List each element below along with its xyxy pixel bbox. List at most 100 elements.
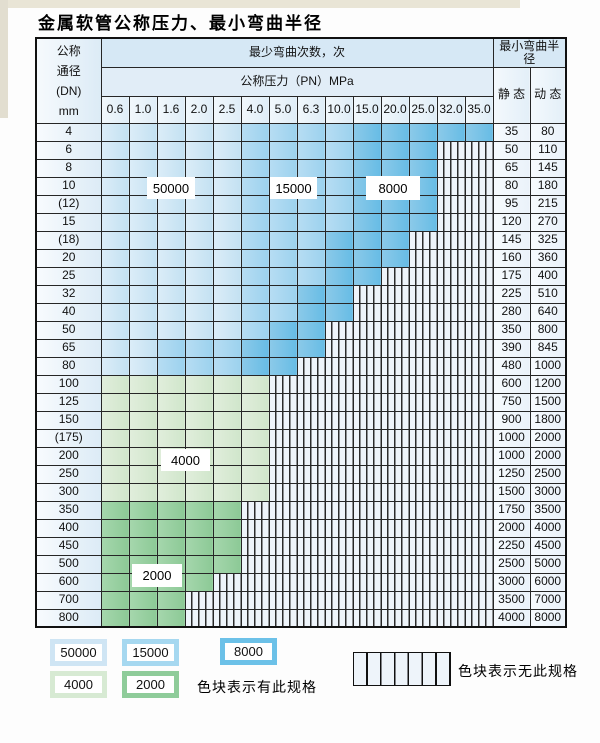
pressure-column-header: 2.0: [184, 95, 214, 124]
spec-cell-unavailable: [436, 518, 466, 538]
spec-cell-unavailable: [296, 536, 326, 556]
header-row-3: 0.6 1.0 1.6 2.0 2.5 4.0 5.0 6.3 10.0 15.0 20.0 25.0…: [36, 95, 566, 124]
spec-cell-unavailable: [268, 446, 298, 466]
spec-cell: [296, 122, 326, 142]
spec-cell: [212, 158, 242, 178]
spec-cell-unavailable: [240, 536, 270, 556]
spec-cell: [212, 302, 242, 322]
spec-cell: [100, 536, 130, 556]
spec-cell: [100, 122, 130, 142]
pressure-column-header: 1.6: [156, 95, 186, 124]
spec-cell: [240, 428, 270, 448]
spec-cell: [268, 284, 298, 304]
cycle-count-label: 8000: [366, 176, 420, 200]
spec-cell: [212, 194, 242, 214]
dn-label: 100: [35, 374, 102, 394]
spec-cell-unavailable: [464, 518, 494, 538]
dn-label: 6: [35, 140, 102, 160]
static-radius-value: 280: [492, 302, 531, 322]
spec-cell-unavailable: [352, 536, 382, 556]
static-radius-value: 390: [492, 338, 531, 358]
static-radius-value: 1500: [492, 482, 531, 502]
spec-cell-unavailable: [464, 554, 494, 574]
spec-cell-unavailable: [380, 446, 410, 466]
pressure-column-header: 0.6: [100, 95, 130, 124]
spec-cell-unavailable: [464, 320, 494, 340]
corner-line: 通径: [56, 63, 81, 78]
dn-label: 10: [35, 176, 102, 196]
spec-cell-unavailable: [436, 176, 466, 196]
spec-cell: [296, 158, 326, 178]
spec-cell-unavailable: [408, 572, 438, 592]
legend-available-text: 色块表示有此规格: [197, 679, 317, 695]
legend-swatch: 50000: [50, 639, 107, 666]
spec-cell: [100, 194, 130, 214]
pressure-column-header: 5.0: [268, 95, 298, 124]
spec-cell-unavailable: [436, 356, 466, 376]
table-row: 700 3500 7000: [35, 590, 567, 610]
spec-cell: [128, 590, 158, 610]
spec-cell: [324, 140, 354, 160]
spec-cell: [212, 320, 242, 340]
spec-cell: [352, 266, 382, 286]
bend-radius-header: 最小弯曲半径: [492, 37, 567, 68]
static-header: 静 态: [492, 66, 531, 124]
spec-cell-unavailable: [324, 446, 354, 466]
pressure-column-header: 6.3: [296, 95, 326, 124]
spec-cell: [212, 230, 242, 250]
spec-cell: [240, 410, 270, 430]
spec-cell: [184, 338, 214, 358]
spec-cell: [240, 194, 270, 214]
spec-cell-unavailable: [240, 572, 270, 592]
spec-cell: [240, 356, 270, 376]
dn-label: 250: [35, 464, 102, 484]
table-row: 40 280 640: [35, 302, 567, 322]
spec-cell: [324, 176, 354, 196]
spec-cell: [184, 284, 214, 304]
spec-cell: [296, 320, 326, 340]
spec-cell: [240, 266, 270, 286]
spec-cell: [324, 302, 354, 322]
dynamic-radius-value: 510: [529, 284, 567, 304]
spec-cell: [212, 266, 242, 286]
spec-cell: [128, 140, 158, 160]
spec-cell: [296, 140, 326, 160]
spec-cell: [240, 230, 270, 250]
spec-cell-unavailable: [296, 500, 326, 520]
spec-cell-unavailable: [436, 302, 466, 322]
spec-cell: [128, 302, 158, 322]
spec-cell-unavailable: [464, 230, 494, 250]
dn-label: (18): [35, 230, 102, 250]
spec-cell: [240, 302, 270, 322]
legend-swatch-label: 15000: [127, 644, 174, 661]
static-radius-value: 2250: [492, 536, 531, 556]
spec-cell: [100, 176, 130, 196]
spec-cell-unavailable: [352, 356, 382, 376]
dn-label: 500: [35, 554, 102, 574]
spec-cell-unavailable: [352, 590, 382, 610]
spec-cell-unavailable: [268, 590, 298, 610]
spec-cell: [380, 230, 410, 250]
spec-cell: [156, 194, 186, 214]
legend-swatch-label: 50000: [55, 644, 102, 661]
spec-cell-unavailable: [268, 500, 298, 520]
spec-cell: [324, 248, 354, 268]
static-radius-value: 1000: [492, 428, 531, 448]
spec-cell: [156, 284, 186, 304]
dynamic-radius-value: 3500: [529, 500, 567, 520]
spec-cell: [128, 356, 158, 376]
dynamic-radius-value: 360: [529, 248, 567, 268]
cycle-count-label: 2000: [132, 564, 182, 587]
spec-cell: [352, 140, 382, 160]
spec-cell: [184, 554, 214, 574]
spec-cell-unavailable: [436, 392, 466, 412]
page-title: 金属软管公称压力、最小弯曲半径: [38, 14, 323, 34]
spec-cell: [128, 320, 158, 340]
spec-cell-unavailable: [464, 176, 494, 196]
spec-cell: [156, 482, 186, 502]
table-row: 8 65 145: [35, 158, 567, 178]
spec-cell: [128, 428, 158, 448]
spec-cell-unavailable: [408, 464, 438, 484]
spec-cell-unavailable: [352, 482, 382, 502]
spec-cell: [212, 176, 242, 196]
